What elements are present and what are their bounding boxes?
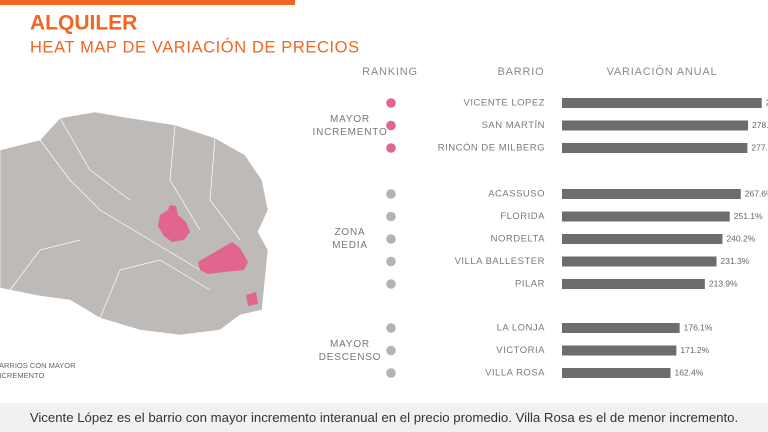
- title: ALQUILER: [30, 12, 137, 35]
- map-legend: BARRIOS CON MAYOR INCREMENTO: [0, 361, 76, 380]
- category-label: FLORIDA: [500, 211, 545, 222]
- bar: [562, 120, 749, 131]
- rank-dot: [386, 234, 396, 244]
- category-label: RINCÓN DE MILBERG: [438, 143, 545, 154]
- group-label: MAYOR INCREMENTO: [312, 113, 388, 138]
- rank-dot: [386, 256, 396, 267]
- value-label: 162.4%: [674, 367, 703, 377]
- column-header: BARRIO: [498, 66, 545, 78]
- rank-dot: [386, 279, 396, 289]
- rank-dot: [386, 368, 396, 378]
- bar: [562, 279, 705, 289]
- bar: [562, 256, 717, 267]
- bar: [562, 98, 762, 108]
- rank-dot: [386, 345, 396, 356]
- bar: [562, 345, 677, 356]
- rank-dot: [386, 211, 396, 222]
- map: [0, 111, 269, 336]
- category-label: VILLA ROSA: [485, 368, 545, 379]
- value-label: 251.1%: [734, 211, 763, 221]
- value-label: 240.2%: [726, 233, 755, 243]
- rank-dot: [386, 143, 396, 153]
- category-label: ACASSUSO: [488, 189, 545, 200]
- bar: [562, 368, 671, 378]
- map-borders: [9, 117, 241, 319]
- value-label: 231.3%: [721, 256, 750, 266]
- category-label: SAN MARTÍN: [482, 120, 545, 131]
- group-label: ZONA MEDIA: [332, 227, 368, 251]
- value-label: 267.6%: [745, 188, 768, 198]
- value-label: 213.9%: [709, 278, 738, 288]
- map-highlight: [158, 205, 190, 242]
- category-label: LA LONJA: [497, 323, 546, 334]
- bar: [562, 323, 680, 333]
- value-label: 299.0%: [766, 97, 768, 107]
- rank-dot: [386, 120, 396, 131]
- value-label: 277.5%: [751, 142, 768, 152]
- rank-dot: [386, 323, 396, 333]
- map-region: [0, 111, 269, 336]
- value-label: 176.1%: [684, 322, 713, 332]
- subtitle: HEAT MAP DE VARIACIÓN DE PRECIOS: [30, 37, 360, 56]
- category-label: VILLA BALLESTER: [455, 256, 545, 267]
- value-label: 171.2%: [680, 345, 709, 355]
- column-header: VARIACIÓN ANUAL: [607, 65, 718, 78]
- rank-dot: [386, 189, 396, 199]
- category-label: VICTORIA: [496, 345, 545, 356]
- bar: [562, 211, 730, 222]
- group-label: MAYOR DESCENSO: [318, 338, 382, 363]
- map-highlight: [198, 242, 248, 274]
- column-header: RANKING: [362, 66, 418, 78]
- accent-bar: [0, 0, 295, 5]
- bar: [562, 143, 748, 153]
- map-highlight: [246, 292, 258, 306]
- bar: [562, 234, 723, 244]
- category-label: PILAR: [515, 279, 545, 290]
- caption: Vicente López es el barrio con mayor inc…: [0, 403, 768, 432]
- category-label: NORDELTA: [491, 234, 545, 245]
- rank-dot: [386, 98, 396, 108]
- value-label: 278.5%: [752, 120, 768, 130]
- bar: [562, 189, 741, 199]
- category-label: VICENTE LOPEZ: [464, 98, 545, 109]
